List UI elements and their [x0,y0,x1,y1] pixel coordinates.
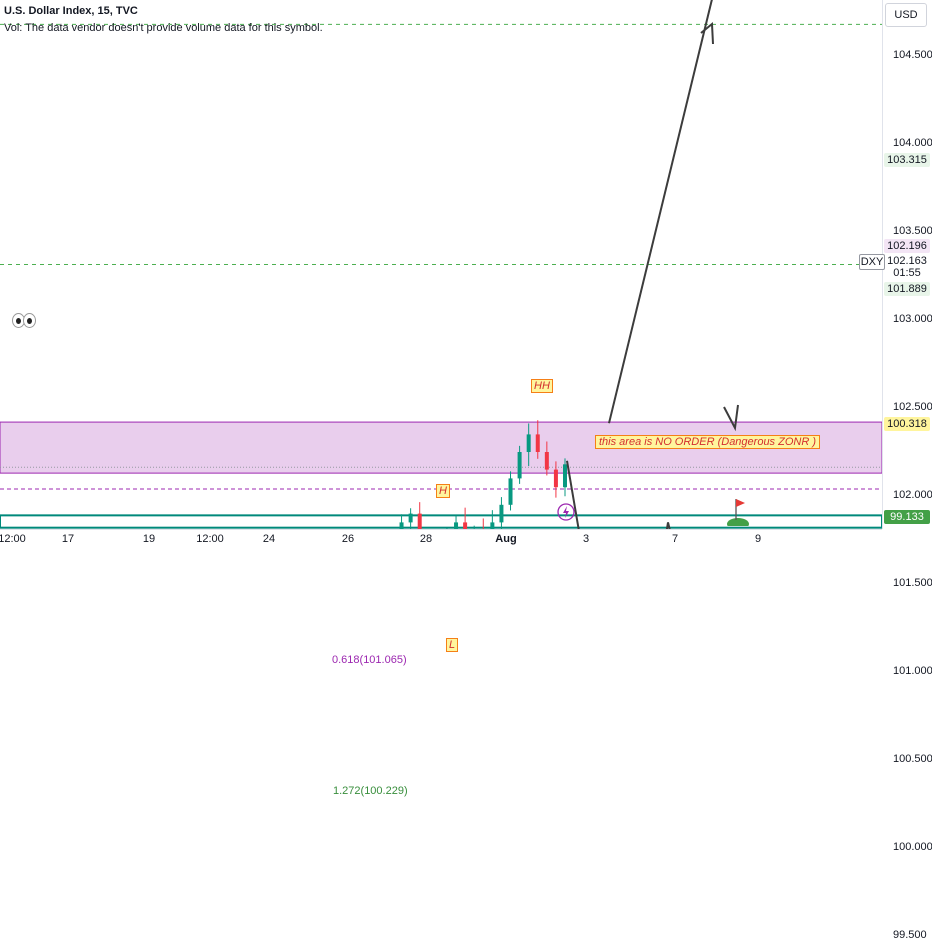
x-tick-label: Aug [495,533,517,545]
x-tick-label: 12:00 [0,533,26,545]
candle-body [499,504,504,523]
x-tick-label: 17 [61,533,75,545]
candle-body [463,522,468,529]
y-tick-label: 101.000 [893,665,932,677]
x-tick-label: 3 [582,533,590,545]
pivot-label: H [436,484,450,499]
candle-body [490,522,495,529]
symbol-tag: DXY [859,254,885,270]
pivot-label: HH [531,378,553,393]
x-tick-label: 19 [142,533,156,545]
candle-body [553,469,558,488]
price-badge: 101.889 [884,282,930,296]
lightning-icon[interactable] [557,503,575,521]
price-badge: 103.315 [884,153,930,167]
eye-icon [23,313,36,328]
candle-body [508,478,513,505]
y-tick-label: 100.500 [893,753,932,765]
finish-flag-icon [727,499,749,526]
y-tick-label: 103.000 [893,313,932,325]
path-arrowhead [723,404,739,432]
support-band [0,514,882,529]
y-tick-label: 103.500 [893,225,932,237]
candle-body [535,434,540,452]
up-arrow [608,0,713,424]
y-tick-label: 101.500 [893,577,932,589]
candle-body [399,522,404,529]
price-badge: 102.196 [884,239,930,253]
fib-label-618: 0.618(101.065) [332,653,407,666]
candle-body [408,513,413,523]
candle-body [517,452,522,479]
price-badge: 99.133 [884,510,930,524]
x-tick-label: 26 [341,533,355,545]
y-tick-label: 99.500 [893,929,927,941]
x-tick-label: 24 [262,533,276,545]
up-arrow-head [700,21,714,45]
candle-body [544,452,549,470]
candle-body [454,522,459,529]
candle-body [526,434,531,452]
fib-label-1272: 1.272(100.229) [333,785,408,798]
x-axis-separator [0,529,882,530]
y-tick-label: 104.500 [893,49,932,61]
volume-note: Vol: The data vendor doesn't provide vol… [4,22,323,34]
candle-body [417,513,422,529]
y-tick-label: 102.000 [893,489,932,501]
chart-title: U.S. Dollar Index, 15, TVC [4,5,138,17]
x-tick-label: 12:00 [196,533,224,545]
price-chart[interactable] [0,0,882,529]
y-tick-label: 104.000 [893,137,932,149]
pivot-label: L [446,637,459,652]
currency-button[interactable]: USD [885,3,927,27]
price-badge: 100.318 [884,417,930,431]
x-tick-label: 7 [671,533,679,545]
x-tick-label: 9 [754,533,762,545]
price-badge: 01:55 [884,266,930,280]
price-badge: 102.163 [884,254,930,268]
zone-label: this area is NO ORDER (Dangerous ZONR ) [595,435,820,450]
y-tick-label: 102.500 [893,401,932,413]
y-tick-label: 100.000 [893,841,932,853]
candle-body [563,464,567,488]
x-tick-label: 28 [419,533,433,545]
